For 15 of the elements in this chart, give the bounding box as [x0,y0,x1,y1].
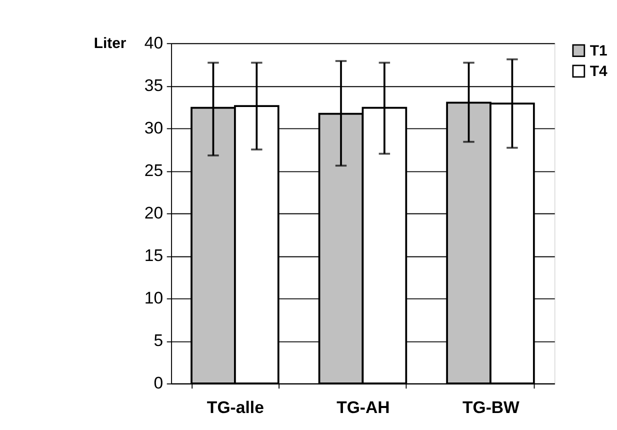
y-tick-label: 30 [144,118,164,138]
y-tick-label: 25 [144,160,164,180]
y-tick-label: 35 [144,76,164,95]
y-axis-title: Liter [94,34,126,52]
y-tick-label: 15 [144,246,164,265]
y-tick-label: 10 [144,288,164,308]
y-tick-label: 5 [154,331,164,350]
y-tick-label: 40 [144,33,164,52]
y-tick-label: 0 [154,374,164,393]
x-tick-label: TG-AH [336,398,390,417]
legend-label: T4 [590,62,608,80]
y-tick-label: 20 [144,203,164,222]
x-tick-label: TG-BW [462,398,520,417]
x-tick-label: TG-alle [206,398,264,417]
legend-label: T1 [590,42,608,60]
